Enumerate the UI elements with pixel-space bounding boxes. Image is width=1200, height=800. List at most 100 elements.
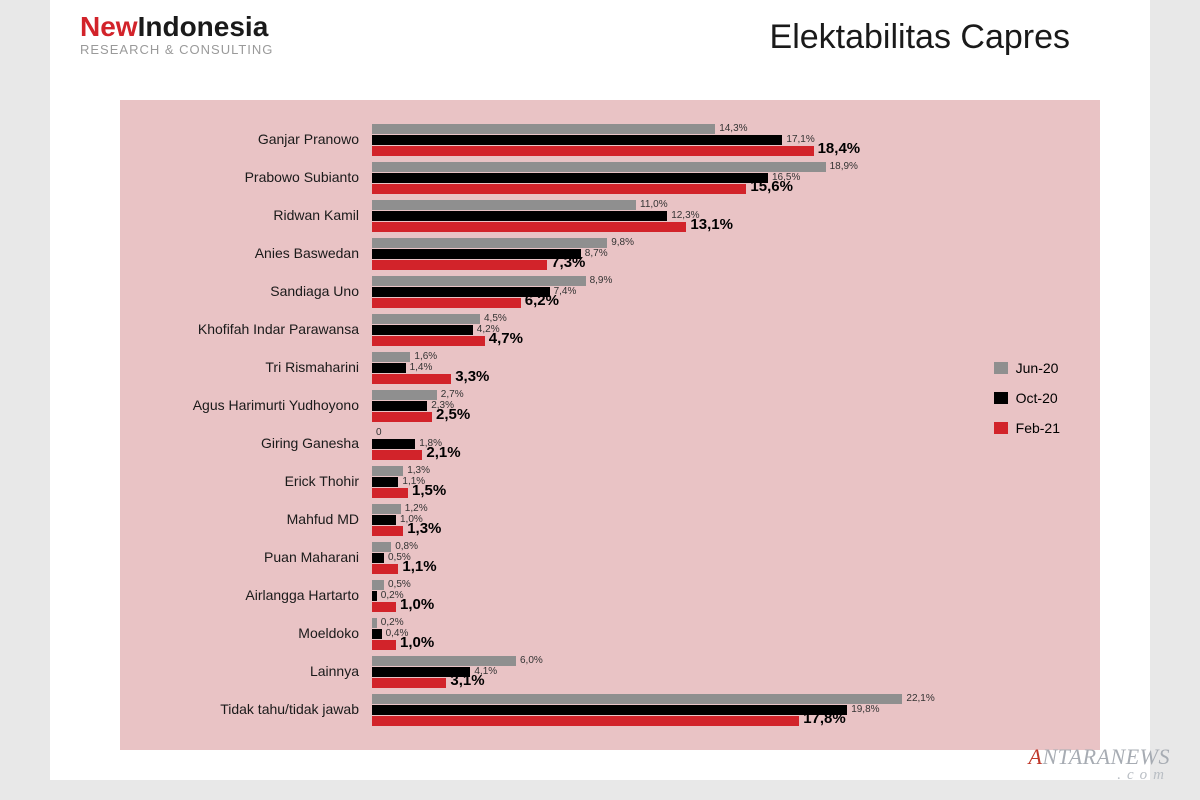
- chart-row: Ridwan Kamil 11,0%12,3%13,1%: [120, 196, 1100, 234]
- bar-value-feb21: 1,0%: [400, 638, 434, 648]
- bar-value-jun20: 8,9%: [590, 276, 613, 286]
- legend-swatch: [994, 422, 1008, 434]
- chart-plot-area: Ganjar Pranowo 14,3%17,1%18,4% Prabowo Sub…: [120, 100, 1100, 750]
- bar-jun20: [372, 124, 715, 134]
- category-label: Ridwan Kamil: [120, 207, 365, 223]
- bar-value-feb21: 13,1%: [690, 220, 733, 230]
- bar-value-jun20: 0: [376, 428, 382, 438]
- chart-row: Erick Thohir1,3%1,1%1,5%: [120, 462, 1100, 500]
- bar-value-jun20: 22,1%: [906, 694, 934, 704]
- bar-value-feb21: 1,3%: [407, 524, 441, 534]
- bar-oct20: [372, 325, 473, 335]
- bar-oct20: [372, 591, 377, 601]
- chart-rows-container: Ganjar Pranowo 14,3%17,1%18,4% Prabowo Sub…: [120, 120, 1100, 740]
- bar-feb21: [372, 488, 408, 498]
- chart-card: NewIndonesia RESEARCH & CONSULTING Elekt…: [50, 0, 1150, 780]
- bar-feb21: [372, 564, 398, 574]
- bar-jun20: [372, 694, 902, 704]
- bar-oct20: [372, 401, 427, 411]
- bar-group: 14,3%17,1%18,4%: [372, 122, 972, 156]
- bar-feb21: [372, 526, 403, 536]
- bar-oct20: [372, 135, 782, 145]
- bar-group: 1,3%1,1%1,5%: [372, 464, 972, 498]
- bar-value-feb21: 2,5%: [436, 410, 470, 420]
- bar-feb21: [372, 678, 446, 688]
- logo-text: NewIndonesia: [80, 12, 273, 41]
- legend: Jun-20Oct-20Feb-21: [994, 360, 1060, 450]
- bar-jun20: [372, 238, 607, 248]
- bar-group: 1,6%1,4%3,3%: [372, 350, 972, 384]
- bar-group: 9,8%8,7%7,3%: [372, 236, 972, 270]
- header: NewIndonesia RESEARCH & CONSULTING Elekt…: [50, 0, 1150, 80]
- bar-jun20: [372, 276, 586, 286]
- bar-group: 0,5%0,2%1,0%: [372, 578, 972, 612]
- bar-group: 0,2%0,4%1,0%: [372, 616, 972, 650]
- chart-row: Lainnya 6,0%4,1%3,1%: [120, 652, 1100, 690]
- bar-feb21: [372, 374, 451, 384]
- bar-feb21: [372, 450, 422, 460]
- bar-jun20: [372, 580, 384, 590]
- bar-oct20: [372, 249, 581, 259]
- bar-group: 18,9%16,5%15,6%: [372, 160, 972, 194]
- bar-value-oct20: 8,7%: [585, 249, 608, 259]
- category-label: Moeldoko: [120, 625, 365, 641]
- bar-jun20: [372, 200, 636, 210]
- legend-label: Feb-21: [1016, 420, 1060, 436]
- bar-group: 6,0%4,1%3,1%: [372, 654, 972, 688]
- bar-jun20: [372, 542, 391, 552]
- bar-value-jun20: 1,6%: [414, 352, 437, 362]
- bar-value-jun20: 18,9%: [830, 162, 858, 172]
- chart-title: Elektabilitas Capres: [770, 18, 1070, 57]
- bar-group: 8,9%7,4%6,2%: [372, 274, 972, 308]
- chart-row: Agus Harimurti Yudhoyono2,7%2,3%2,5%: [120, 386, 1100, 424]
- category-label: Lainnya: [120, 663, 365, 679]
- bar-group: 22,1%19,8%17,8%: [372, 692, 972, 726]
- bar-feb21: [372, 412, 432, 422]
- bar-jun20: [372, 656, 516, 666]
- chart-row: Sandiaga Uno 8,9%7,4%6,2%: [120, 272, 1100, 310]
- bar-value-jun20: 6,0%: [520, 656, 543, 666]
- bar-value-feb21: 1,0%: [400, 600, 434, 610]
- bar-value-jun20: 11,0%: [640, 200, 668, 210]
- bar-group: 2,7%2,3%2,5%: [372, 388, 972, 422]
- chart-row: Tri Rismaharini 1,6%1,4%3,3%: [120, 348, 1100, 386]
- bar-value-jun20: 1,3%: [407, 466, 430, 476]
- category-label: Airlangga Hartarto: [120, 587, 365, 603]
- bar-feb21: [372, 146, 814, 156]
- bar-value-feb21: 6,2%: [525, 296, 559, 306]
- bar-value-feb21: 7,3%: [551, 258, 585, 268]
- category-label: Sandiaga Uno: [120, 283, 365, 299]
- bar-value-feb21: 2,1%: [426, 448, 460, 458]
- legend-item: Feb-21: [994, 420, 1060, 436]
- bar-value-oct20: 17,1%: [786, 135, 814, 145]
- chart-row: Mahfud MD1,2%1,0%1,3%: [120, 500, 1100, 538]
- bar-value-jun20: 0,8%: [395, 542, 418, 552]
- chart-row: Khofifah Indar Parawansa4,5%4,2%4,7%: [120, 310, 1100, 348]
- category-label: Prabowo Subianto: [120, 169, 365, 185]
- bar-feb21: [372, 222, 686, 232]
- legend-swatch: [994, 362, 1008, 374]
- watermark: ANTARANEWS .com: [1029, 747, 1170, 782]
- bar-value-feb21: 17,8%: [803, 714, 846, 724]
- bar-jun20: [372, 390, 437, 400]
- bar-oct20: [372, 211, 667, 221]
- bar-feb21: [372, 336, 485, 346]
- watermark-brand: ANTARANEWS: [1029, 747, 1170, 767]
- chart-row: Puan Maharani0,8%0,5%1,1%: [120, 538, 1100, 576]
- bar-oct20: [372, 705, 847, 715]
- chart-row: Anies Baswedan9,8%8,7%7,3%: [120, 234, 1100, 272]
- watermark-rest: NTARANEWS: [1042, 744, 1170, 769]
- bar-feb21: [372, 184, 746, 194]
- bar-jun20: [372, 466, 403, 476]
- bar-group: 11,0%12,3%13,1%: [372, 198, 972, 232]
- bar-feb21: [372, 640, 396, 650]
- category-label: Giring Ganesha: [120, 435, 365, 451]
- bar-feb21: [372, 716, 799, 726]
- bar-value-oct20: 1,4%: [410, 363, 433, 373]
- bar-jun20: [372, 618, 377, 628]
- bar-oct20: [372, 553, 384, 563]
- bar-group: 4,5%4,2%4,7%: [372, 312, 972, 346]
- category-label: Ganjar Pranowo: [120, 131, 365, 147]
- category-label: Tri Rismaharini: [120, 359, 365, 375]
- logo-suffix: Indonesia: [138, 11, 269, 42]
